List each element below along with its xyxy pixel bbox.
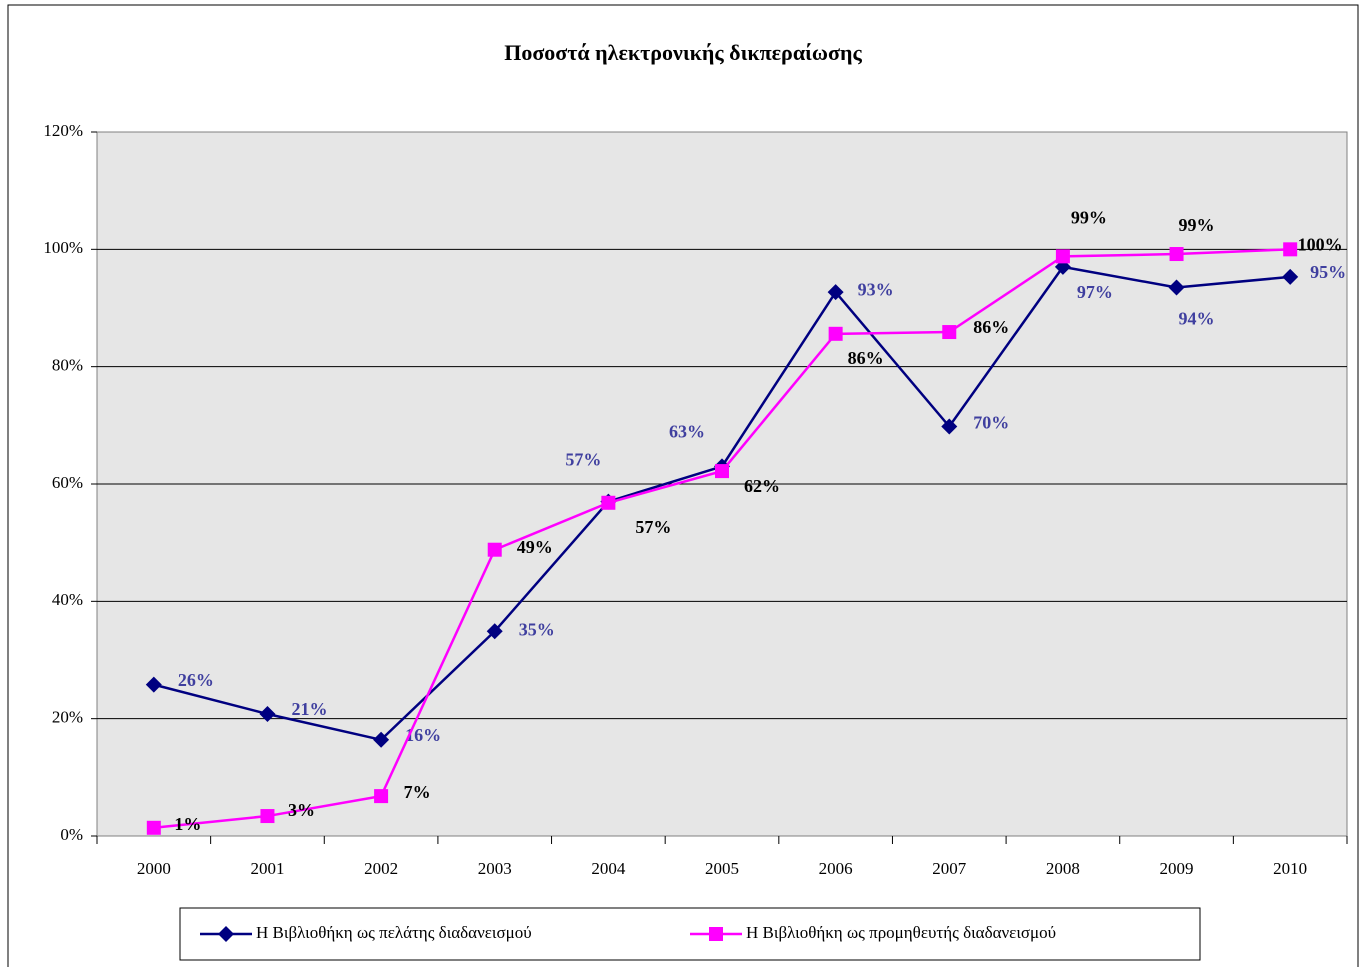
data-label: 57% [565, 450, 601, 470]
y-tick-label: 100% [43, 238, 83, 257]
data-label: 94% [1179, 309, 1215, 329]
data-point [260, 809, 275, 824]
x-tick-label: 2004 [591, 859, 626, 878]
data-point [1168, 279, 1185, 296]
data-point [486, 623, 503, 640]
data-label: 1% [174, 814, 201, 834]
x-tick-label: 2003 [478, 859, 512, 878]
legend-marker [709, 927, 723, 941]
data-point [1055, 249, 1070, 264]
x-tick-label: 2010 [1273, 859, 1307, 878]
data-label: 93% [858, 279, 894, 299]
y-tick-label: 40% [52, 590, 83, 609]
data-label: 21% [291, 699, 327, 719]
data-label: 99% [1071, 207, 1107, 227]
data-point [487, 542, 502, 557]
data-point [373, 731, 390, 748]
x-tick-label: 2001 [250, 859, 284, 878]
data-point [1282, 268, 1299, 285]
data-point [827, 284, 844, 301]
x-tick-label: 2007 [932, 859, 967, 878]
x-tick-label: 2006 [819, 859, 853, 878]
data-point [941, 418, 958, 435]
data-point [259, 705, 276, 722]
data-point [601, 495, 616, 510]
data-label: 97% [1077, 282, 1113, 302]
data-label: 100% [1298, 234, 1343, 254]
data-label: 16% [405, 725, 441, 745]
data-point [715, 464, 729, 479]
data-label: 26% [178, 670, 214, 690]
y-tick-label: 120% [43, 121, 83, 140]
legend-label: Η Βιβλιοθήκη ως προμηθευτής διαδανεισμού [746, 923, 1056, 942]
data-label: 95% [1310, 262, 1346, 282]
data-point [145, 676, 162, 693]
data-label: 62% [744, 476, 780, 496]
data-label: 86% [848, 348, 884, 368]
legend-label: Η Βιβλιοθήκη ως πελάτης διαδανεισμού [256, 923, 532, 942]
data-label: 35% [519, 619, 555, 639]
x-tick-label: 2005 [705, 859, 739, 878]
data-point [942, 325, 957, 340]
data-label: 86% [973, 317, 1009, 337]
x-tick-label: 2008 [1046, 859, 1080, 878]
y-tick-label: 80% [52, 356, 83, 375]
data-label: 63% [669, 422, 705, 442]
data-point [374, 789, 389, 804]
x-tick-label: 2000 [137, 859, 171, 878]
data-label: 3% [288, 800, 315, 820]
data-label: 7% [404, 782, 431, 802]
data-label: 49% [517, 537, 553, 557]
chart-title: Ποσοστά ηλεκτρονικής δικπεραίωσης [504, 40, 862, 65]
legend-marker [218, 926, 234, 942]
x-tick-label: 2002 [364, 859, 398, 878]
data-label: 99% [1179, 215, 1215, 235]
data-point [146, 820, 161, 835]
data-label: 70% [973, 413, 1009, 433]
data-label: 57% [635, 517, 671, 537]
y-tick-label: 60% [52, 473, 83, 492]
y-tick-label: 20% [52, 708, 83, 727]
y-tick-label: 0% [60, 825, 83, 844]
data-point [1169, 247, 1184, 262]
data-point [828, 326, 843, 341]
x-tick-label: 2009 [1160, 859, 1194, 878]
data-point [1283, 242, 1298, 257]
